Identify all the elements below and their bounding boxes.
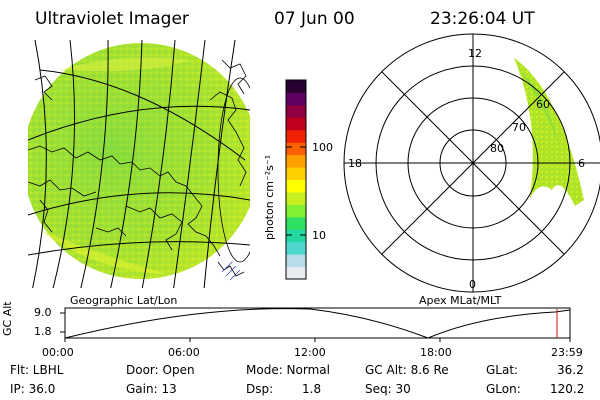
colorbar-cell: [286, 129, 306, 143]
mlat-label-60: 60: [536, 98, 550, 111]
y-tick-1-8: 1.8: [34, 325, 52, 338]
glon-label: GLon:: [486, 382, 521, 396]
geographic-caption: Geographic Lat/Lon: [70, 294, 178, 307]
instrument-title: Ultraviolet Imager: [35, 9, 189, 29]
polar-caption: Apex MLat/MLT: [419, 294, 502, 307]
mlat-label-70: 70: [512, 121, 526, 134]
x-tick-0600: 06:00: [168, 346, 200, 359]
aurora-oval-region: [514, 58, 584, 206]
colorbar-cell: [286, 229, 306, 243]
x-tick-1800: 18:00: [420, 346, 452, 359]
colorbar-cell: [286, 216, 306, 230]
glon-value: 120.2: [550, 382, 585, 396]
ip-info: IP: 36.0: [10, 382, 56, 396]
colorbar-cell: [286, 167, 306, 180]
mlt-label-6: 6: [578, 157, 585, 170]
colorbar-cell: [286, 92, 306, 106]
colorbar-cell: [286, 154, 306, 168]
mlat-label-80: 80: [490, 142, 504, 155]
gain-info: Gain: 13: [126, 382, 177, 396]
colorbar-cell: [286, 142, 306, 156]
geographic-grid: [28, 40, 250, 288]
dsp-label: Dsp:: [246, 382, 274, 396]
mlt-label-18: 18: [348, 157, 362, 170]
colorbar-cell: [286, 80, 306, 93]
date-label: 07 Jun 00: [274, 9, 355, 29]
colorbar-cell: [286, 241, 306, 255]
gc-alt-info: GC Alt: 8.6 Re: [365, 363, 449, 377]
door-info: Door: Open: [126, 363, 195, 377]
glat-label: GLat:: [486, 363, 519, 377]
colorbar-cell: [286, 117, 306, 131]
coastlines: [28, 59, 247, 277]
colorbar-tick-100: 100: [312, 141, 333, 154]
mlt-label-0: 0: [469, 278, 476, 291]
x-tick-2359: 23:59: [551, 346, 583, 359]
dsp-value: 1.8: [302, 382, 322, 396]
colorbar-cell: [286, 191, 306, 205]
colorbar-cell: [286, 104, 306, 118]
colorbar-cell: [286, 179, 306, 193]
aurora-disc: [28, 43, 250, 279]
y-tick-9: 9.0: [34, 306, 52, 319]
night-hatch: [221, 261, 241, 281]
mlt-label-12: 12: [468, 47, 482, 60]
colorbar-cell: [286, 254, 306, 268]
gc-alt-axis-label: GC Alt: [1, 301, 14, 336]
time-label: 23:26:04 UT: [430, 9, 535, 29]
filter-info: Flt: LBHL: [10, 363, 64, 377]
glat-value: 36.2: [557, 363, 584, 377]
orbit-altitude-curve: [64, 308, 571, 339]
seq-info: Seq: 30: [365, 382, 411, 396]
colorbar-cell: [286, 266, 306, 280]
colorbar-cell: [286, 204, 306, 218]
colorbar-tick-10: 10: [312, 229, 326, 242]
x-tick-1200: 12:00: [294, 346, 326, 359]
mode-info: Mode: Normal: [246, 363, 330, 377]
x-tick-0000: 00:00: [42, 346, 74, 359]
limb-outline: [217, 77, 250, 263]
